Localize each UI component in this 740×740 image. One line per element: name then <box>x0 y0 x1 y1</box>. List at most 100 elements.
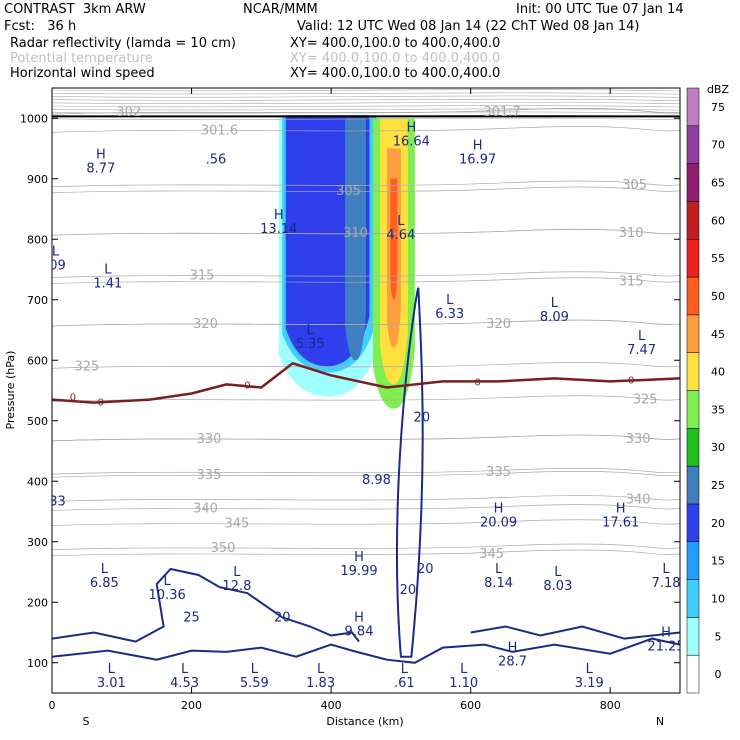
theta-contour <box>52 549 680 557</box>
theta-contour <box>52 504 680 511</box>
wind-extremum-value: .61 <box>394 676 415 691</box>
colorbar-swatch <box>686 125 700 164</box>
wind-extremum-marker: H <box>661 626 671 641</box>
field-wind-name: Horizontal wind speed <box>10 66 155 81</box>
wind-extremum-value: 1.10 <box>449 676 478 691</box>
wind-extremum-marker: H <box>616 502 626 517</box>
theta-label: 340 <box>626 492 651 507</box>
theta-contour <box>52 362 680 369</box>
theta-label: 320 <box>193 317 218 332</box>
wind-extremum-value: 4.64 <box>386 228 415 243</box>
wind-extremum-value: 1.83 <box>306 676 335 691</box>
colorbar-swatch <box>686 314 700 353</box>
header-valid-time: Valid: 12 UTC Wed 08 Jan 14 (22 ChT Wed … <box>297 19 640 34</box>
wind-extremum-marker: L <box>164 574 172 589</box>
colorbar-label: 45 <box>711 328 725 341</box>
colorbar-swatch <box>686 579 700 618</box>
wind-extremum-marker: H <box>508 641 518 656</box>
plot-frame <box>51 87 681 694</box>
y-tick-label: 500 <box>27 415 48 428</box>
wind-contour-label: 20 <box>417 562 434 577</box>
wind-extremum-value: 3.01 <box>97 676 126 691</box>
contour-labels-layer: 350 345 340 335 330 325 320 315 310 305 301.6 302 30… <box>45 105 684 691</box>
wind-contour <box>52 637 680 664</box>
colorbar-label: 15 <box>711 555 725 568</box>
freezing-level-label: 0 <box>628 376 634 387</box>
wind-extremum-marker: L <box>554 565 562 580</box>
theta-label: 325 <box>633 393 658 408</box>
theta-label: 305 <box>622 178 647 193</box>
wind-contour-label: 20 <box>414 411 431 426</box>
wind-extremum-value: 16.64 <box>393 134 430 149</box>
wind-extremum-marker: L <box>662 562 670 577</box>
y-tick-label: 600 <box>27 354 48 367</box>
wind-extremum-value: 4.53 <box>170 676 199 691</box>
colorbar-label: 0 <box>715 668 722 681</box>
y-tick-label: 300 <box>27 536 48 549</box>
theta-contour <box>52 95 680 98</box>
theta-label: 345 <box>224 517 249 532</box>
theta-contour <box>52 271 680 278</box>
colorbar-label: 25 <box>711 479 725 492</box>
wind-extremum-value: .09 <box>45 258 66 273</box>
wind-extremum-marker: L <box>317 662 325 677</box>
colorbar: 0 5 10 15 20 25 30 35 40 45 50 55 60 65 70 75 <box>686 87 725 694</box>
wind-extremum-value: 6.33 <box>435 307 464 322</box>
freezing-level-label: 0 <box>98 397 104 408</box>
colorbar-label: 5 <box>715 630 722 643</box>
colorbar-label: 60 <box>711 214 725 227</box>
wind-extremum-value: 13.14 <box>260 222 297 237</box>
wind-extremum-value: 3.19 <box>575 676 604 691</box>
theta-label: 335 <box>197 468 222 483</box>
wind-extremum-marker: H <box>494 502 504 517</box>
wind-extremum-marker: L <box>397 214 405 229</box>
theta-contour <box>52 495 680 502</box>
colorbar-label: 35 <box>711 403 725 416</box>
wind-extremum-value: 7.47 <box>627 343 656 358</box>
wind-extremum-marker: L <box>495 562 503 577</box>
theta-label: 301.6 <box>201 123 238 138</box>
theta-contour-layer <box>52 89 680 557</box>
theta-label: 301.7 <box>483 105 520 120</box>
header-init-time: Init: 00 UTC Tue 07 Jan 14 <box>516 2 684 17</box>
theta-contour <box>52 180 680 188</box>
field-theta-name: Potential temperature <box>10 51 153 66</box>
colorbar-label: 50 <box>711 290 725 303</box>
freezing-level-layer: 0 0 0 0 0 <box>52 115 680 408</box>
header-center-name: NCAR/MMM <box>243 2 318 17</box>
theta-contour <box>52 98 680 101</box>
wind-extremum-value: .33 <box>45 494 66 509</box>
theta-label: 345 <box>479 547 504 562</box>
theta-label: 335 <box>486 465 511 480</box>
wind-extremum-value: 5.59 <box>240 676 269 691</box>
theta-label: 350 <box>211 541 236 556</box>
reflectivity-band-50dbz <box>390 178 398 300</box>
field-theta-xy: XY= 400.0,100.0 to 400.0,400.0 <box>290 51 501 66</box>
colorbar-label: 65 <box>711 177 725 190</box>
x-end-label-right: N <box>656 715 664 728</box>
wind-contour-label: 25 <box>183 610 200 625</box>
theta-label: 302 <box>116 105 141 120</box>
colorbar-swatch <box>686 503 700 542</box>
field-wind-xy: XY= 400.0,100.0 to 400.0,400.0 <box>290 66 501 81</box>
x-tick-label: 400 <box>321 699 342 712</box>
wind-extremum-value: 10.36 <box>149 588 186 603</box>
theta-contour <box>52 395 680 402</box>
theta-contour <box>52 277 680 284</box>
wind-extremum-marker: H <box>473 139 483 154</box>
wind-extremum-value: 20.09 <box>480 516 517 531</box>
wind-extremum-marker: L <box>52 244 60 259</box>
colorbar-swatch <box>686 390 700 429</box>
wind-contour-layer <box>52 287 680 664</box>
x-tick-label: 800 <box>600 699 621 712</box>
theta-contour <box>52 105 680 108</box>
theta-contour <box>52 471 680 478</box>
wind-extremum-value: 21.25 <box>647 640 684 655</box>
y-tick-label: 700 <box>27 294 48 307</box>
wind-contour <box>470 625 680 640</box>
theta-label: 320 <box>486 317 511 332</box>
wind-extremum-marker: H <box>274 208 284 223</box>
x-tick-label: 200 <box>181 699 202 712</box>
y-axis-title: Pressure (hPa) <box>4 351 17 430</box>
theta-label: 310 <box>619 226 644 241</box>
